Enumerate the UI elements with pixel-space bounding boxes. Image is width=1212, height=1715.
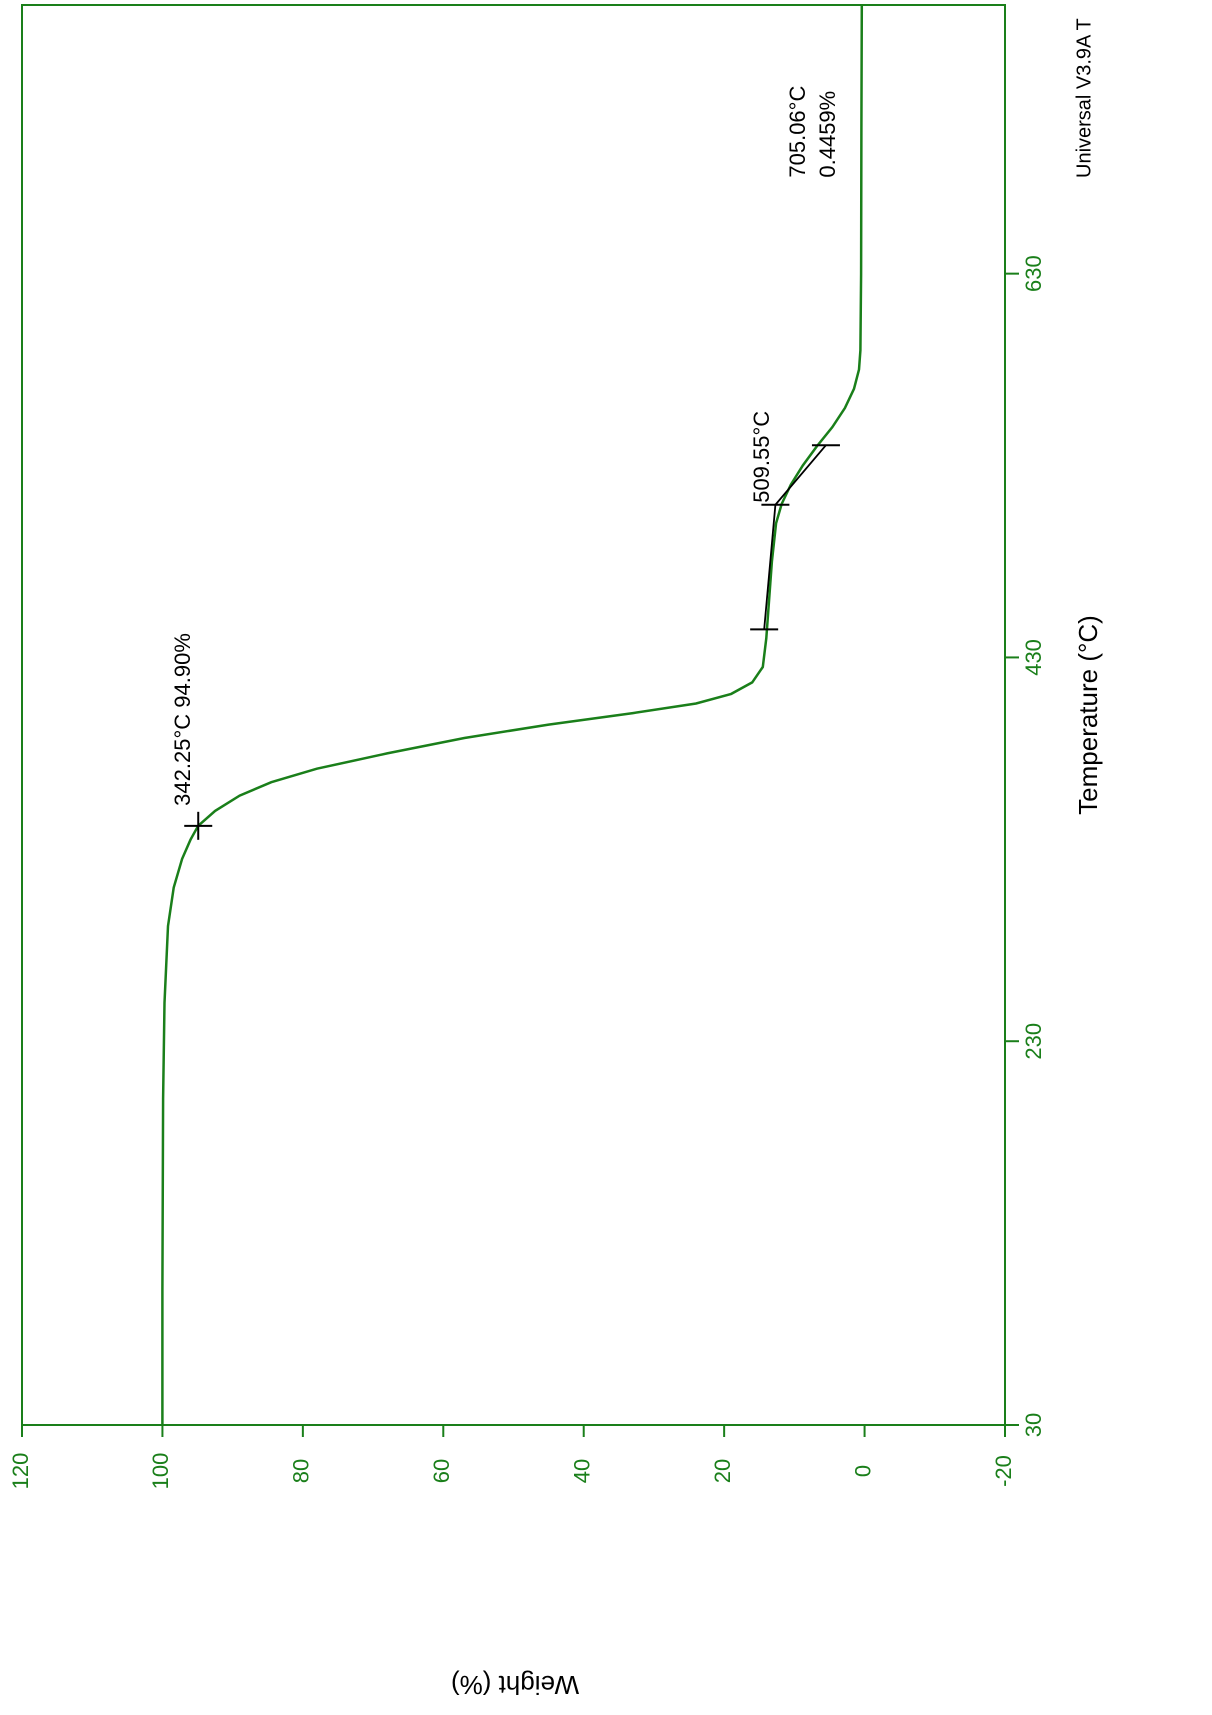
footer: Universal V3.9A T [1073, 18, 1095, 178]
x-tick-label: 30 [1021, 1413, 1046, 1437]
weight-line [161, 4, 864, 1425]
annotation: 342.25°C 94.90% [170, 633, 195, 806]
y-tick-label: 20 [710, 1459, 735, 1483]
y-axis-title: Weight (%) [451, 1670, 579, 1700]
y-tick-label: 80 [289, 1459, 314, 1483]
annotation: 509.55°C [749, 411, 774, 503]
y-tick-label: -20 [991, 1455, 1016, 1487]
y-tick-label: 100 [148, 1453, 173, 1490]
y-tick-label: 0 [850, 1465, 875, 1477]
y-tick-label: 40 [570, 1459, 595, 1483]
x-tick-label: 630 [1021, 255, 1046, 292]
x-tick-label: 230 [1021, 1023, 1046, 1060]
annotation: 0.4459% [815, 91, 840, 178]
y-tick-label: 120 [8, 1453, 33, 1490]
annotation: 705.06°C [785, 86, 810, 178]
plot-frame [21, 4, 1006, 1426]
y-tick-label: 60 [429, 1459, 454, 1483]
x-axis-title: Temperature (°C) [1073, 615, 1103, 815]
x-tick-label: 430 [1021, 639, 1046, 676]
